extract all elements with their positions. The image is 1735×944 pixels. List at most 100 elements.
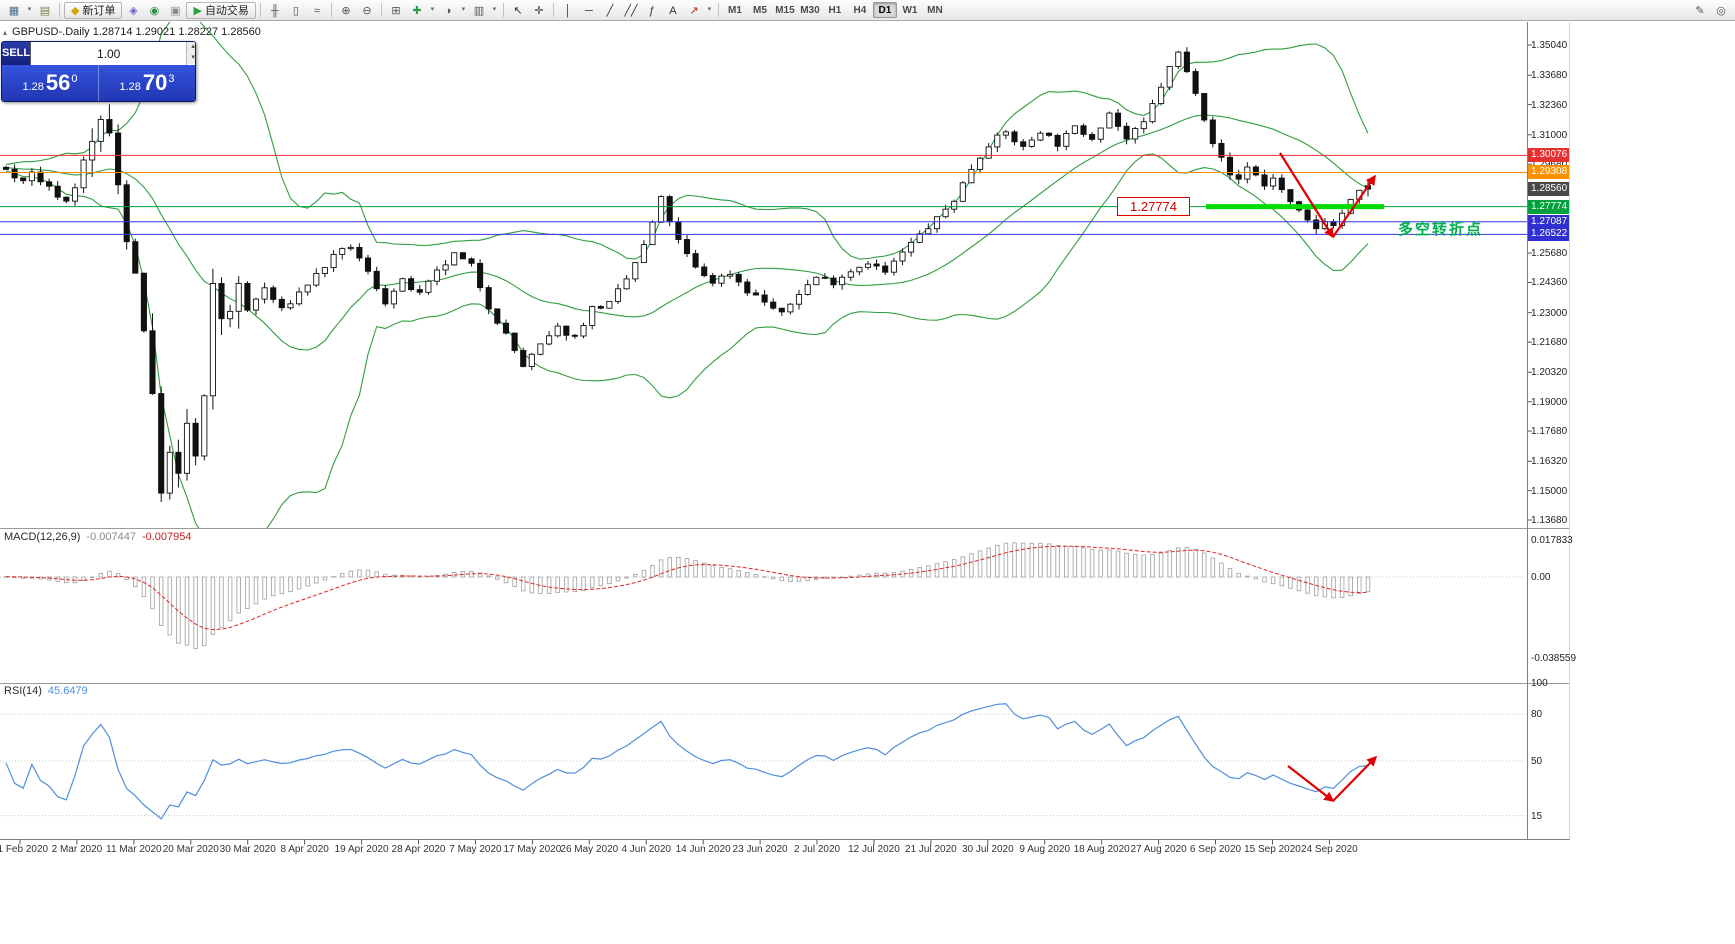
toolbar-separator xyxy=(502,3,504,17)
tile-windows-icon[interactable]: ⊞ xyxy=(391,4,401,17)
rsi-value: 45.6479 xyxy=(47,685,88,697)
indicators-icon[interactable]: ✚ xyxy=(412,4,422,17)
macd-main-value: -0.007447 xyxy=(86,531,136,543)
timeframe-mn[interactable]: MN xyxy=(927,5,943,16)
templates-icon[interactable]: ▥ xyxy=(473,4,485,17)
cursor-icon[interactable]: ↖ xyxy=(513,4,523,17)
metaeditor-icon[interactable]: ✎ xyxy=(1695,4,1705,17)
timeframe-m5[interactable]: M5 xyxy=(752,5,767,16)
date-label: 28 Apr 2020 xyxy=(391,844,446,855)
new-chart-icon[interactable]: ▦ xyxy=(8,4,20,17)
buy-price-small: 1.28 xyxy=(119,80,141,93)
date-label: 19 Apr 2020 xyxy=(334,844,389,855)
timeframe-h4[interactable]: H4 xyxy=(853,5,867,16)
date-label: 11 Mar 2020 xyxy=(106,844,162,855)
rsi-label: RSI(14) 45.6479 xyxy=(4,685,88,697)
arrows-dropdown[interactable]: ▾ xyxy=(707,5,712,13)
autotrade-button[interactable]: ▶ 自动交易 xyxy=(186,1,256,19)
new-chart-dropdown[interactable]: ▾ xyxy=(27,5,32,13)
zoom-out-icon[interactable]: ⊖ xyxy=(362,4,372,17)
toolbar-separator xyxy=(259,3,261,17)
horizontal-line-icon[interactable]: ─ xyxy=(585,4,593,17)
volume-increase-button[interactable]: ▴ xyxy=(187,42,195,53)
date-label: 6 Sep 2020 xyxy=(1189,844,1242,855)
search-icon[interactable]: ◎ xyxy=(1716,4,1726,17)
sell-price-small: 1.28 xyxy=(22,80,44,93)
candlestick-chart-icon[interactable]: ▯ xyxy=(292,4,299,17)
vertical-line-icon[interactable]: │ xyxy=(564,4,572,17)
market-icon[interactable]: ◉ xyxy=(149,4,160,17)
line-chart-icon[interactable]: ≈ xyxy=(313,4,320,17)
equidistant-channel-icon[interactable]: ╱╱ xyxy=(624,4,638,17)
timeframe-d1[interactable]: D1 xyxy=(872,2,897,18)
volume-decrease-button[interactable]: ▾ xyxy=(187,53,195,64)
autotrade-button-icon: ▶ xyxy=(193,4,202,17)
toolbar-separator xyxy=(380,3,382,17)
profiles-icon[interactable]: ▤ xyxy=(39,4,51,17)
buy-price-big: 70 xyxy=(142,70,168,95)
fibonacci-icon[interactable]: ƒ xyxy=(648,4,655,17)
macd-axis-label: 0.00 xyxy=(1531,572,1551,583)
oneclick-collapse-icon[interactable]: ▴ xyxy=(3,27,8,37)
chart-window: ▴ GBPUSD-.Daily 1.28714 1.29021 1.28227 … xyxy=(0,22,1735,944)
text-icon[interactable]: A xyxy=(669,4,677,17)
date-label: 4 Jun 2020 xyxy=(621,844,671,855)
price-badge: 1.30076 xyxy=(1528,148,1569,163)
new-order-button[interactable]: ◆ 新订单 xyxy=(64,1,123,19)
trendline-icon[interactable]: ╱ xyxy=(606,4,614,17)
rsi-axis-label: 50 xyxy=(1531,756,1543,767)
indicators-dropdown[interactable]: ▾ xyxy=(430,5,435,13)
periods-icon[interactable]: ◑ xyxy=(444,4,452,17)
date-label: 12 Jul 2020 xyxy=(848,844,900,855)
virtual-hosting-icon[interactable]: ▣ xyxy=(170,4,181,17)
rsi-indicator xyxy=(0,703,1527,820)
periods-dropdown[interactable]: ▾ xyxy=(461,5,466,13)
price-tick: 1.24360 xyxy=(1531,277,1568,289)
arrows-icon[interactable]: ↗ xyxy=(689,4,699,17)
sell-price[interactable]: 1.28 56 0 xyxy=(2,65,98,101)
volume-spinner: ▴ ▾ xyxy=(186,42,195,65)
timeframe-m30[interactable]: M30 xyxy=(800,5,820,16)
date-label: 27 Aug 2020 xyxy=(1130,844,1187,855)
date-label: 23 Jun 2020 xyxy=(732,844,788,855)
price-tick: 1.32360 xyxy=(1531,99,1568,111)
horizontal-lines[interactable] xyxy=(0,154,1527,235)
timeframe-w1[interactable]: W1 xyxy=(902,5,918,16)
timeframe-h1[interactable]: H1 xyxy=(828,5,842,16)
date-label: 20 Mar 2020 xyxy=(162,844,219,855)
rsi-axis-label: 100 xyxy=(1531,678,1548,689)
new-order-button-icon: ◆ xyxy=(71,4,80,17)
turning-point-annotation[interactable]: 多空转折点 xyxy=(1398,221,1484,238)
one-click-trading-panel: SELL ▴ ▾ BUY 1.28 56 0 1.28 xyxy=(1,41,196,102)
date-label: 15 Sep 2020 xyxy=(1244,844,1301,855)
volume-input[interactable] xyxy=(31,42,187,65)
main-toolbar: ▦ ▾ ▤ ◆ 新订单 ◈ ◉ ▣ ▶ 自动交易 ╫ ▯ ≈ ⊕ ⊖ ⊞ ✚ ▾ ◑ ▾ ▥ ▾ ↖ ✛ │ ─ ╱ ╱╱ ƒ A ↗ ▾ M1… xyxy=(0,0,1735,21)
date-label: 21 Jul 2020 xyxy=(905,844,957,855)
price-tick: 1.21680 xyxy=(1531,337,1568,349)
bar-chart-icon[interactable]: ╫ xyxy=(271,4,279,17)
macd-indicator xyxy=(0,542,1527,649)
support-price-label[interactable]: 1.27774 xyxy=(1117,197,1190,216)
crosshair-icon[interactable]: ✛ xyxy=(534,4,544,17)
timeframe-m15[interactable]: M15 xyxy=(775,5,795,16)
templates-dropdown[interactable]: ▾ xyxy=(492,5,497,13)
sell-price-sup: 0 xyxy=(71,72,78,85)
price-tick: 1.23000 xyxy=(1531,307,1568,319)
sell-button[interactable]: SELL xyxy=(2,42,31,65)
price-tick: 1.16320 xyxy=(1531,456,1568,468)
macd-axis-label: 0.017833 xyxy=(1531,534,1573,546)
zoom-in-icon[interactable]: ⊕ xyxy=(341,4,351,17)
toolbar-separator xyxy=(59,3,60,17)
timeframe-m1[interactable]: M1 xyxy=(727,5,742,16)
date-label: 9 Aug 2020 xyxy=(1019,844,1071,855)
price-axis[interactable]: 1.35040 1.33680 1.32360 1.31000 1.29680 1.256… xyxy=(1528,22,1576,855)
date-label: 2 Mar 2020 xyxy=(51,844,103,855)
macd-label: MACD(12,26,9) -0.007447 -0.007954 xyxy=(4,531,192,543)
mql5-community-icon[interactable]: ◈ xyxy=(129,4,138,17)
buy-price[interactable]: 1.28 70 3 xyxy=(98,65,195,101)
volume-field[interactable]: ▴ ▾ xyxy=(30,42,195,65)
chart-canvas[interactable] xyxy=(0,22,1735,855)
macd-signal-value: -0.007954 xyxy=(141,531,192,543)
trend-arrows[interactable] xyxy=(1279,152,1378,802)
